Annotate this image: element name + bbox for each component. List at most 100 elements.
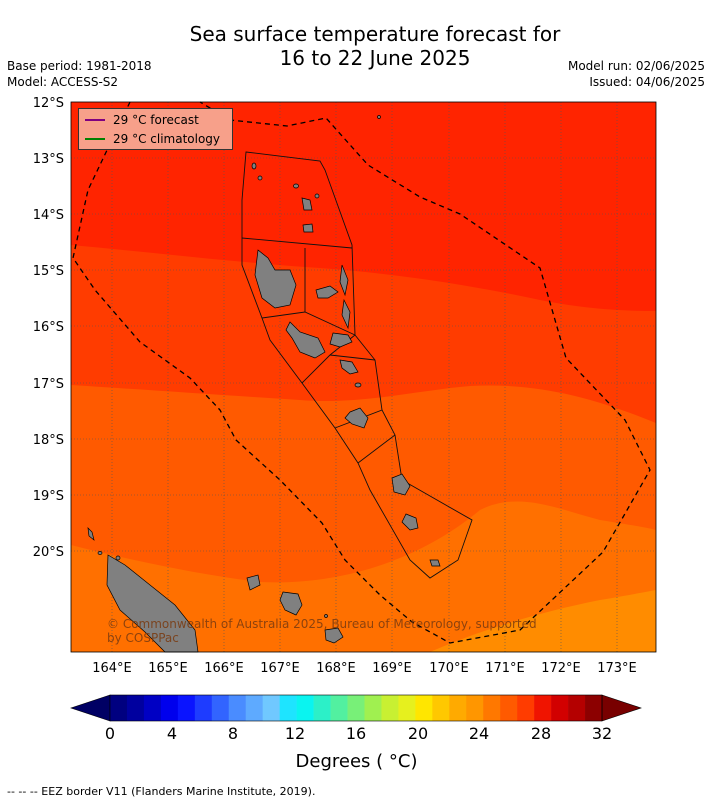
colorbar-tick: 32 xyxy=(591,724,613,743)
map-legend: 29 °C forecast 29 °C climatology xyxy=(78,108,233,150)
lifou-island xyxy=(279,591,303,616)
islet-4 xyxy=(354,382,362,388)
colorbar-swatch xyxy=(432,695,450,721)
band-4 xyxy=(71,501,656,652)
islet-8 xyxy=(324,614,328,618)
islet-6 xyxy=(97,551,103,555)
colorbar-swatch xyxy=(415,695,433,721)
colorbar-swatch xyxy=(330,695,348,721)
mare-island xyxy=(324,627,344,644)
lon-label: 167°E xyxy=(260,661,300,676)
colorbar-swatch xyxy=(449,695,467,721)
model-run: Model run: 02/06/2025 xyxy=(567,59,705,73)
epi-island xyxy=(339,359,359,375)
legend-climatology-label: 29 °C climatology xyxy=(113,132,221,146)
colorbar-swatch xyxy=(585,695,603,721)
colorbar-swatch xyxy=(245,695,263,721)
colorbar-swatch xyxy=(466,695,484,721)
eez-border xyxy=(72,101,651,644)
lon-label: 164°E xyxy=(92,661,132,676)
islet-3 xyxy=(257,175,263,181)
temperature-field xyxy=(71,102,656,652)
colorbar-swatch xyxy=(262,695,280,721)
legend-climatology: 29 °C climatology xyxy=(85,130,220,148)
lon-label: 168°E xyxy=(316,661,356,676)
colorbar-tick: 20 xyxy=(407,724,429,743)
islet-7 xyxy=(115,555,121,561)
erromango-island xyxy=(391,473,411,496)
colorbar-swatch xyxy=(347,695,365,721)
pentecost-island xyxy=(341,298,351,330)
map-frame xyxy=(70,101,657,653)
colorbar-outline xyxy=(109,694,603,722)
model-name: Model: ACCESS-S2 xyxy=(7,75,119,89)
meta-left: Base period: 1981-2018 Model: ACCESS-S2 xyxy=(7,58,152,90)
title-line-2: 16 to 22 June 2025 xyxy=(279,46,471,70)
lat-label: 15°S xyxy=(33,264,64,279)
colorbar-swatch xyxy=(381,695,399,721)
aneityum-island xyxy=(429,559,441,567)
forecast-line-swatch xyxy=(85,119,105,121)
islet-5 xyxy=(377,115,381,119)
colorbar-swatch xyxy=(279,695,297,721)
colorbar-title: Degrees ( °C) xyxy=(295,751,418,772)
malakula-island xyxy=(285,321,326,359)
colorbar-swatch xyxy=(160,695,179,721)
base-period: Base period: 1981-2018 xyxy=(7,59,152,73)
colorbar-tick: 4 xyxy=(166,724,178,743)
vanua-lava-island xyxy=(301,197,313,211)
maewo-island xyxy=(339,264,349,297)
lat-label: 17°S xyxy=(33,377,64,392)
lat-label: 12°S xyxy=(33,96,64,111)
colorbar-swatch xyxy=(517,695,535,721)
latitude-labels: 12°S 13°S 14°S 15°S 16°S 17°S 18°S 19°S … xyxy=(33,96,64,560)
lon-label: 166°E xyxy=(204,661,244,676)
lon-label: 171°E xyxy=(485,661,525,676)
lon-label: 170°E xyxy=(429,661,469,676)
ouvea-island xyxy=(246,574,261,591)
lon-label: 169°E xyxy=(372,661,412,676)
colorbar-tick: 12 xyxy=(284,724,306,743)
lat-label: 20°S xyxy=(33,545,64,560)
belep-islands xyxy=(87,527,95,541)
efate-island xyxy=(344,407,369,429)
espiritu-santo-island xyxy=(254,249,297,309)
colorbar-swatch xyxy=(177,695,196,721)
colorbar-swatch xyxy=(398,695,416,721)
malo-island xyxy=(315,285,339,299)
islet-1 xyxy=(293,183,299,189)
colorbar-tick: 16 xyxy=(345,724,367,743)
colorbar-swatch xyxy=(126,695,145,721)
gaua-island xyxy=(302,223,314,233)
colorbar-swatch xyxy=(143,695,162,721)
lat-label: 18°S xyxy=(33,433,64,448)
colorbar-over-arrow xyxy=(601,694,642,722)
new-caledonia-islands xyxy=(87,527,344,653)
islet-2 xyxy=(314,193,320,199)
colorbar-swatch xyxy=(228,695,247,721)
eez-footnote: -- -- -- EEZ border V11 (Flanders Marine… xyxy=(7,785,316,798)
colorbar-swatch xyxy=(313,695,331,721)
lon-label: 165°E xyxy=(148,661,188,676)
colorbar-swatch xyxy=(534,695,552,721)
lat-label: 19°S xyxy=(33,489,64,504)
colorbar-tick: 0 xyxy=(104,724,116,743)
colorbar-swatch xyxy=(364,695,382,721)
colorbar-tick: 8 xyxy=(227,724,239,743)
colorbar-swatch xyxy=(483,695,501,721)
issued-date: Issued: 04/06/2025 xyxy=(589,75,705,89)
torres-islands xyxy=(251,162,257,170)
colorbar xyxy=(70,694,642,722)
copyright-notice: © Commonwealth of Australia 2025, Bureau… xyxy=(107,617,537,645)
longitude-labels: 164°E 165°E 166°E 167°E 168°E 169°E 170°… xyxy=(92,661,637,676)
colorbar-under-arrow xyxy=(70,694,111,722)
ambrym-island xyxy=(329,332,353,348)
lon-label: 172°E xyxy=(541,661,581,676)
lat-label: 14°S xyxy=(33,208,64,223)
lon-label: 173°E xyxy=(597,661,637,676)
colorbar-swatch xyxy=(110,695,128,721)
colorbar-swatch xyxy=(568,695,586,721)
title-line-1: Sea surface temperature forecast for xyxy=(189,22,561,46)
colorbar-swatch xyxy=(194,695,213,721)
lat-label: 16°S xyxy=(33,320,64,335)
